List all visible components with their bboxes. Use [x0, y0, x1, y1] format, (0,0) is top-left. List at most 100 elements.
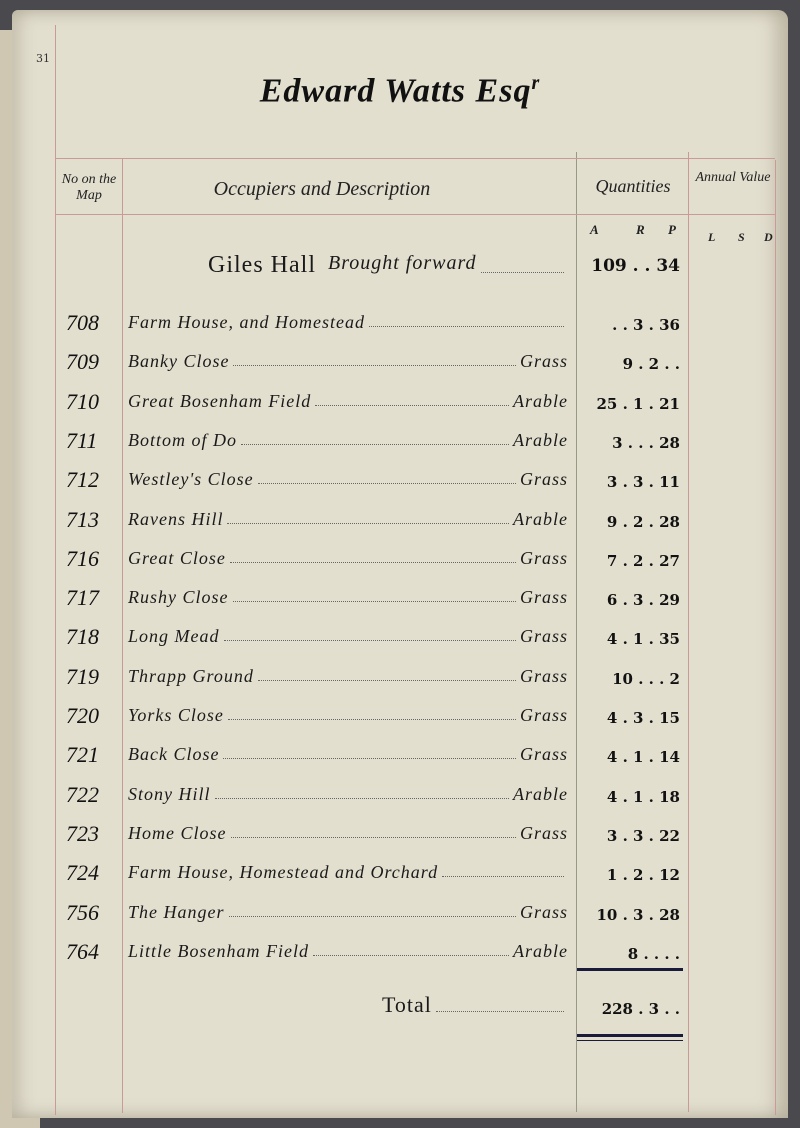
row-description: Farm House, Homestead and Orchard [128, 862, 568, 883]
row-description: Banky Close Grass [128, 351, 568, 372]
row-description: Ravens Hill Arable [128, 509, 568, 530]
quantity: 4 . 1 . 35 [606, 630, 680, 649]
occupier-description: Ravens Hill [128, 508, 224, 529]
map-number: 724 [66, 860, 99, 886]
ledger-row: 764 Little Bosenham Field Arable 8 . . .… [0, 939, 800, 969]
map-number: 722 [66, 781, 99, 807]
total-double-rule [577, 1034, 683, 1037]
occupier-description: Home Close [128, 822, 227, 843]
quantity: 3 . 3 . 11 [606, 473, 680, 492]
total-desc: Total [382, 992, 568, 1018]
land-use: Grass [519, 351, 568, 372]
land-use: Grass [519, 665, 568, 686]
leader-dots [227, 705, 516, 720]
quantity: 3 . 3 . 22 [606, 826, 680, 845]
land-use: Grass [519, 705, 568, 725]
unit-roods: R [636, 222, 645, 237]
unit-pounds: L [708, 230, 716, 244]
unit-shillings: S [738, 230, 745, 244]
row-description: Thrapp Ground Grass [128, 666, 568, 687]
ledger-row: 722 Stony Hill Arable 4 . 1 . 18 [0, 782, 800, 812]
map-number: 764 [66, 938, 99, 964]
row-description: Yorks Close Grass [128, 705, 568, 726]
title-text: Edward Watts Esq [259, 72, 532, 110]
header-occupiers: Occupiers and Description [213, 178, 431, 200]
title-suffix: r [531, 72, 541, 94]
occupier-description: Thrapp Ground [128, 665, 254, 686]
page-title: Edward Watts Esqr [0, 72, 800, 110]
ledger-row: 709 Banky Close Grass 9 . 2 . . [0, 349, 800, 379]
quantity: 9 . 2 . . [622, 355, 680, 374]
leader-dots [232, 587, 516, 603]
leader-dots [230, 823, 516, 838]
header-number: No on the Map [61, 172, 117, 203]
ledger-row: 717 Rushy Close Grass 6 . 3 . 29 [0, 585, 800, 615]
ledger-row: 719 Thrapp Ground Grass 10 . . . 2 [0, 664, 800, 694]
leader-dots [312, 941, 509, 956]
occupier-description: Long Mead [128, 626, 220, 647]
land-use: Arable [513, 783, 568, 804]
ledger-row: 716 Great Close Grass 7 . 2 . 27 [0, 546, 800, 576]
row-description: Home Close Grass [128, 823, 568, 844]
leader-dots [223, 626, 516, 642]
map-number: 717 [66, 585, 99, 611]
ledger-row: 721 Back Close Grass 4 . 1 . 14 [0, 742, 800, 772]
occupier-description: Banky Close [128, 351, 230, 372]
row-description: Stony Hill Arable [128, 784, 568, 805]
occupier-description: Westley's Close [128, 469, 254, 490]
row-description: Great Bosenham Field Arable [128, 391, 568, 412]
map-number: 710 [66, 388, 99, 414]
map-number: 756 [66, 899, 99, 925]
leader-dots [229, 548, 516, 563]
land-use: Grass [519, 901, 568, 922]
column-divider [576, 152, 577, 1112]
row-description: Westley's Close Grass [128, 469, 568, 490]
ledger-row: 718 Long Mead Grass 4 . 1 . 35 [0, 624, 800, 654]
map-number: 713 [66, 506, 99, 532]
leader-dots [214, 784, 509, 799]
column-divider [122, 158, 123, 1113]
land-use: Grass [519, 822, 568, 843]
brought-forward-row: Giles Hall Brought forward 109 . . 34 [0, 252, 800, 282]
brought-forward-label: Brought forward [327, 252, 477, 274]
quantity: . . 3 . 36 [612, 316, 680, 334]
header-bottom-rule [55, 214, 775, 215]
row-description: Rushy Close Grass [128, 587, 568, 608]
land-use: Arable [513, 508, 568, 529]
occupier-description: Stony Hill [128, 783, 211, 804]
row-description: Great Close Grass [128, 548, 568, 569]
occupier-description: Back Close [128, 744, 220, 765]
quantity: 10 . . . 2 [612, 669, 680, 688]
brought-forward-desc: Giles Hall Brought forward [208, 252, 568, 279]
quantity: 4 . 3 . 15 [606, 709, 680, 727]
ledger-row: 756 The Hanger Grass 10 . 3 . 28 [0, 900, 800, 930]
ledger-row: 708 Farm House, and Homestead . . 3 . 36 [0, 310, 800, 340]
leader-dots [233, 351, 516, 367]
header-top-rule [55, 158, 775, 159]
ledger-row: 711 Bottom of Do Arable 3 . . . 28 [0, 428, 800, 458]
header-quantities: Quantities [595, 176, 671, 196]
ledger-page [12, 10, 788, 1118]
total-label: Total [382, 992, 432, 1017]
occupier-description: Great Bosenham Field [128, 390, 312, 411]
occupier-description: Rushy Close [128, 587, 229, 608]
row-description: Little Bosenham Field Arable [128, 941, 568, 962]
column-divider [688, 152, 689, 1112]
map-number: 708 [66, 310, 99, 335]
unit-acres: A [590, 222, 599, 237]
occupier-description: The Hanger [128, 901, 225, 922]
row-description: Back Close Grass [128, 744, 568, 765]
total-row: Total 228 . 3 . . [0, 992, 800, 1022]
total-double-rule [577, 1040, 683, 1041]
leader-dots [442, 862, 564, 878]
header-annual-value: Annual Value [695, 170, 771, 185]
occupier-description: Bottom of Do [128, 429, 237, 450]
unit-perches: P [668, 222, 676, 237]
map-number: 723 [66, 820, 99, 846]
ledger-row: 712 Westley's Close Grass 3 . 3 . 11 [0, 467, 800, 497]
land-use: Arable [513, 429, 568, 450]
row-description: Long Mead Grass [128, 626, 568, 647]
map-number: 709 [66, 349, 99, 375]
land-use: Grass [519, 469, 568, 490]
map-number: 720 [66, 703, 99, 728]
